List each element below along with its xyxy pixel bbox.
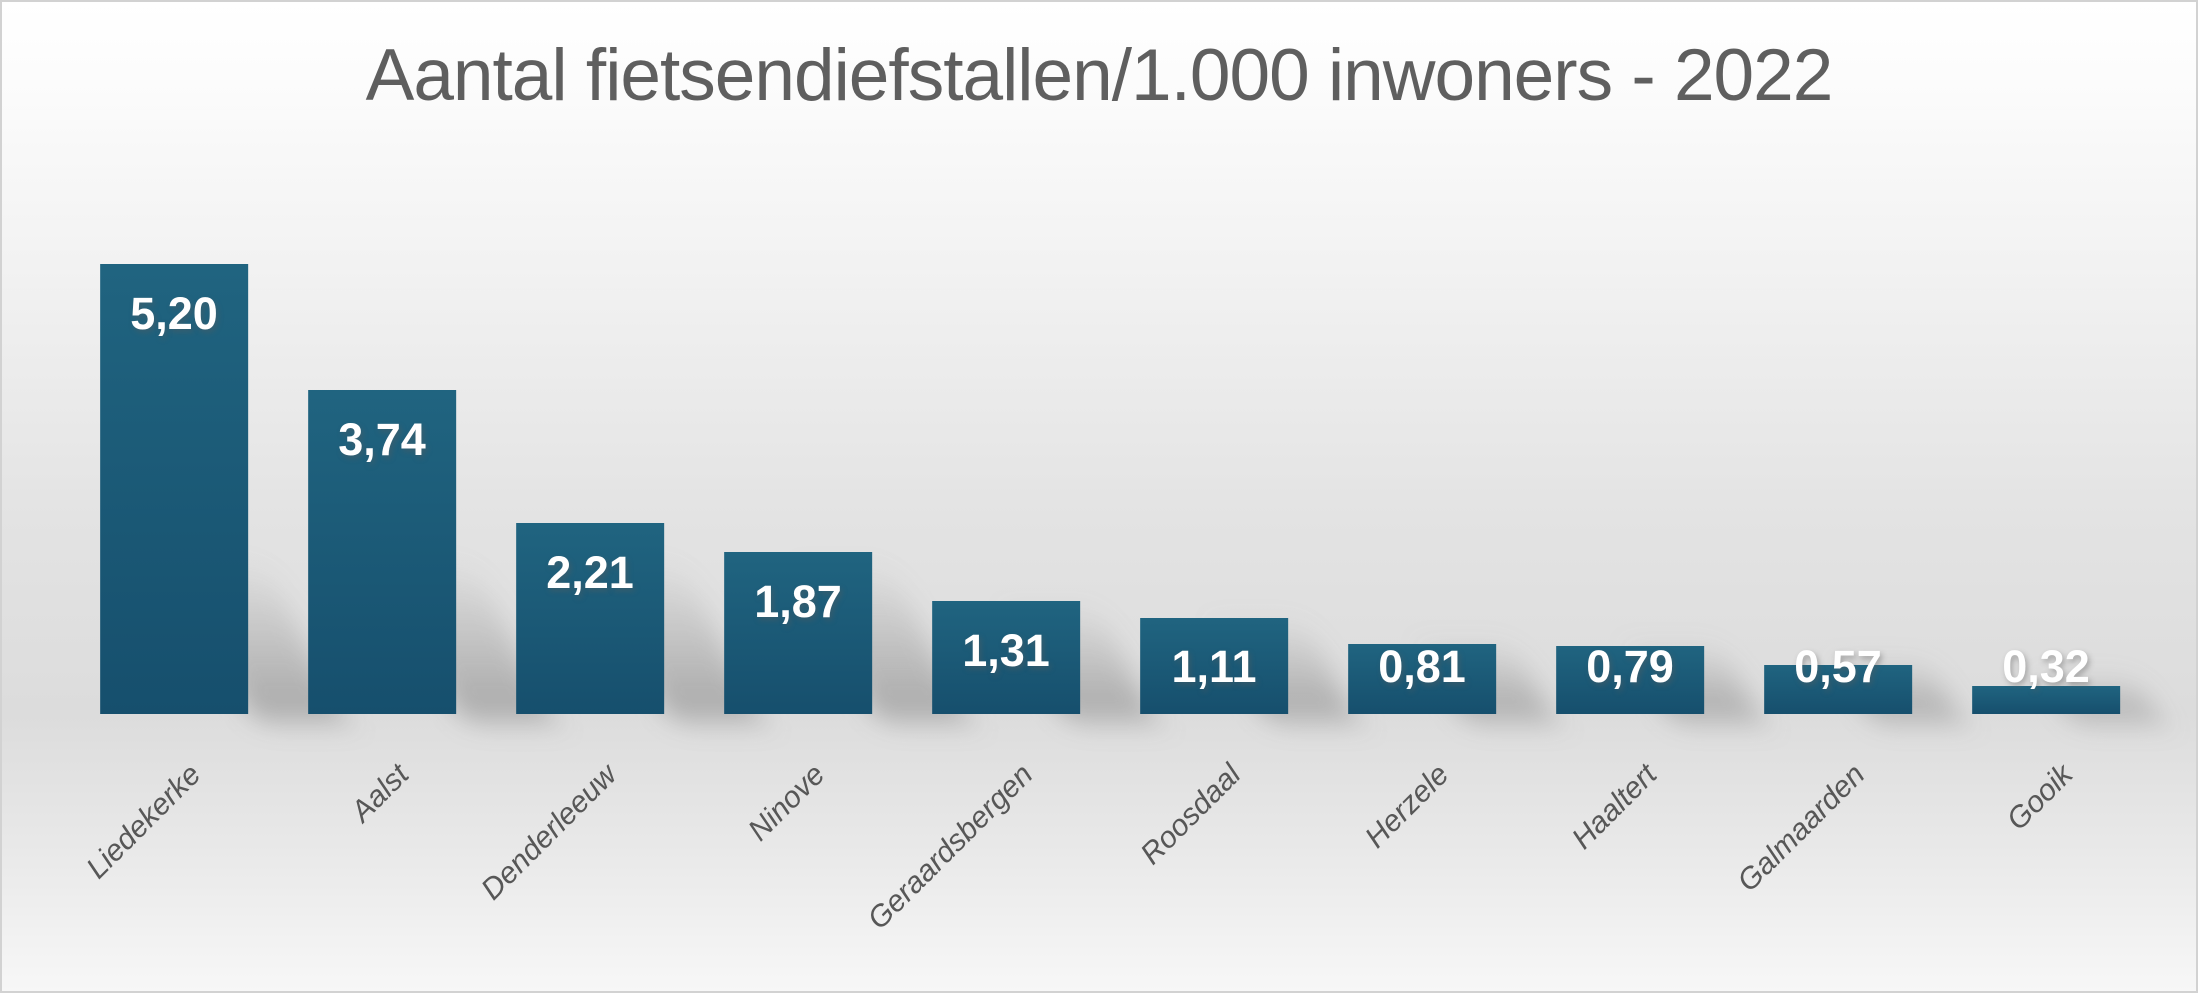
bar xyxy=(932,601,1155,720)
bar xyxy=(1972,676,2160,720)
bar xyxy=(516,523,760,720)
bar xyxy=(308,390,552,720)
bar-slot: 0,81 Herzele xyxy=(1318,139,1553,854)
bar-slot: 1,31 Geraardsbergen xyxy=(862,139,1155,936)
bar xyxy=(100,264,344,720)
bar xyxy=(1764,658,1961,720)
bar-value-label: 1,87 xyxy=(754,576,842,627)
bar-value-label: 0,79 xyxy=(1586,641,1674,692)
bar-slot: 0,79 Haaltert xyxy=(1526,139,1760,856)
category-label: Liedekerke xyxy=(80,758,208,886)
bar xyxy=(1556,642,1760,720)
bar-slot: 0,32 Gooik xyxy=(1942,139,2160,837)
bar xyxy=(1348,640,1553,720)
bar-value-label: 1,31 xyxy=(962,625,1050,676)
bar-slot: 0,57 Galmaarden xyxy=(1731,139,1961,898)
bar-fill xyxy=(308,390,456,714)
bar-fill xyxy=(1764,665,1912,714)
bar-slot: 5,20 Liedekerke xyxy=(70,139,344,885)
bar-value-label: 2,21 xyxy=(546,547,634,598)
bar-fill xyxy=(1556,646,1704,714)
bar-slot: 1,11 Roosdaal xyxy=(1110,139,1356,871)
bar xyxy=(724,552,967,720)
chart-title: Aantal fietsendiefstallen/1.000 inwoners… xyxy=(365,35,1834,116)
bar-value-label: 0,57 xyxy=(1794,641,1882,692)
bar-value-label: 0,81 xyxy=(1378,641,1466,692)
bar-fill xyxy=(724,552,872,714)
bar-slot: 2,21 Denderleeuw xyxy=(475,139,760,906)
bar xyxy=(1140,618,1356,720)
bar-value-label: 3,74 xyxy=(338,414,426,465)
bar-fill xyxy=(932,601,1080,714)
bar-fill xyxy=(1972,686,2120,714)
bar-value-label: 1,11 xyxy=(1171,641,1257,692)
bar-fill xyxy=(1140,618,1288,714)
bar-slot: 1,87 Ninove xyxy=(694,139,967,847)
bar-value-label: 5,20 xyxy=(130,288,218,339)
bar-slot: 3,74 Aalst xyxy=(278,139,552,829)
bar-value-label: 0,32 xyxy=(2002,641,2090,692)
plot-area: 5,20 Liedekerke 3,74 Aalst 2,21 Denderleeuw 1,… xyxy=(70,139,2160,936)
bar-fill xyxy=(100,264,248,714)
bar-fill xyxy=(516,523,664,714)
bar-fill xyxy=(1348,644,1496,714)
category-label: Aalst xyxy=(344,758,416,829)
